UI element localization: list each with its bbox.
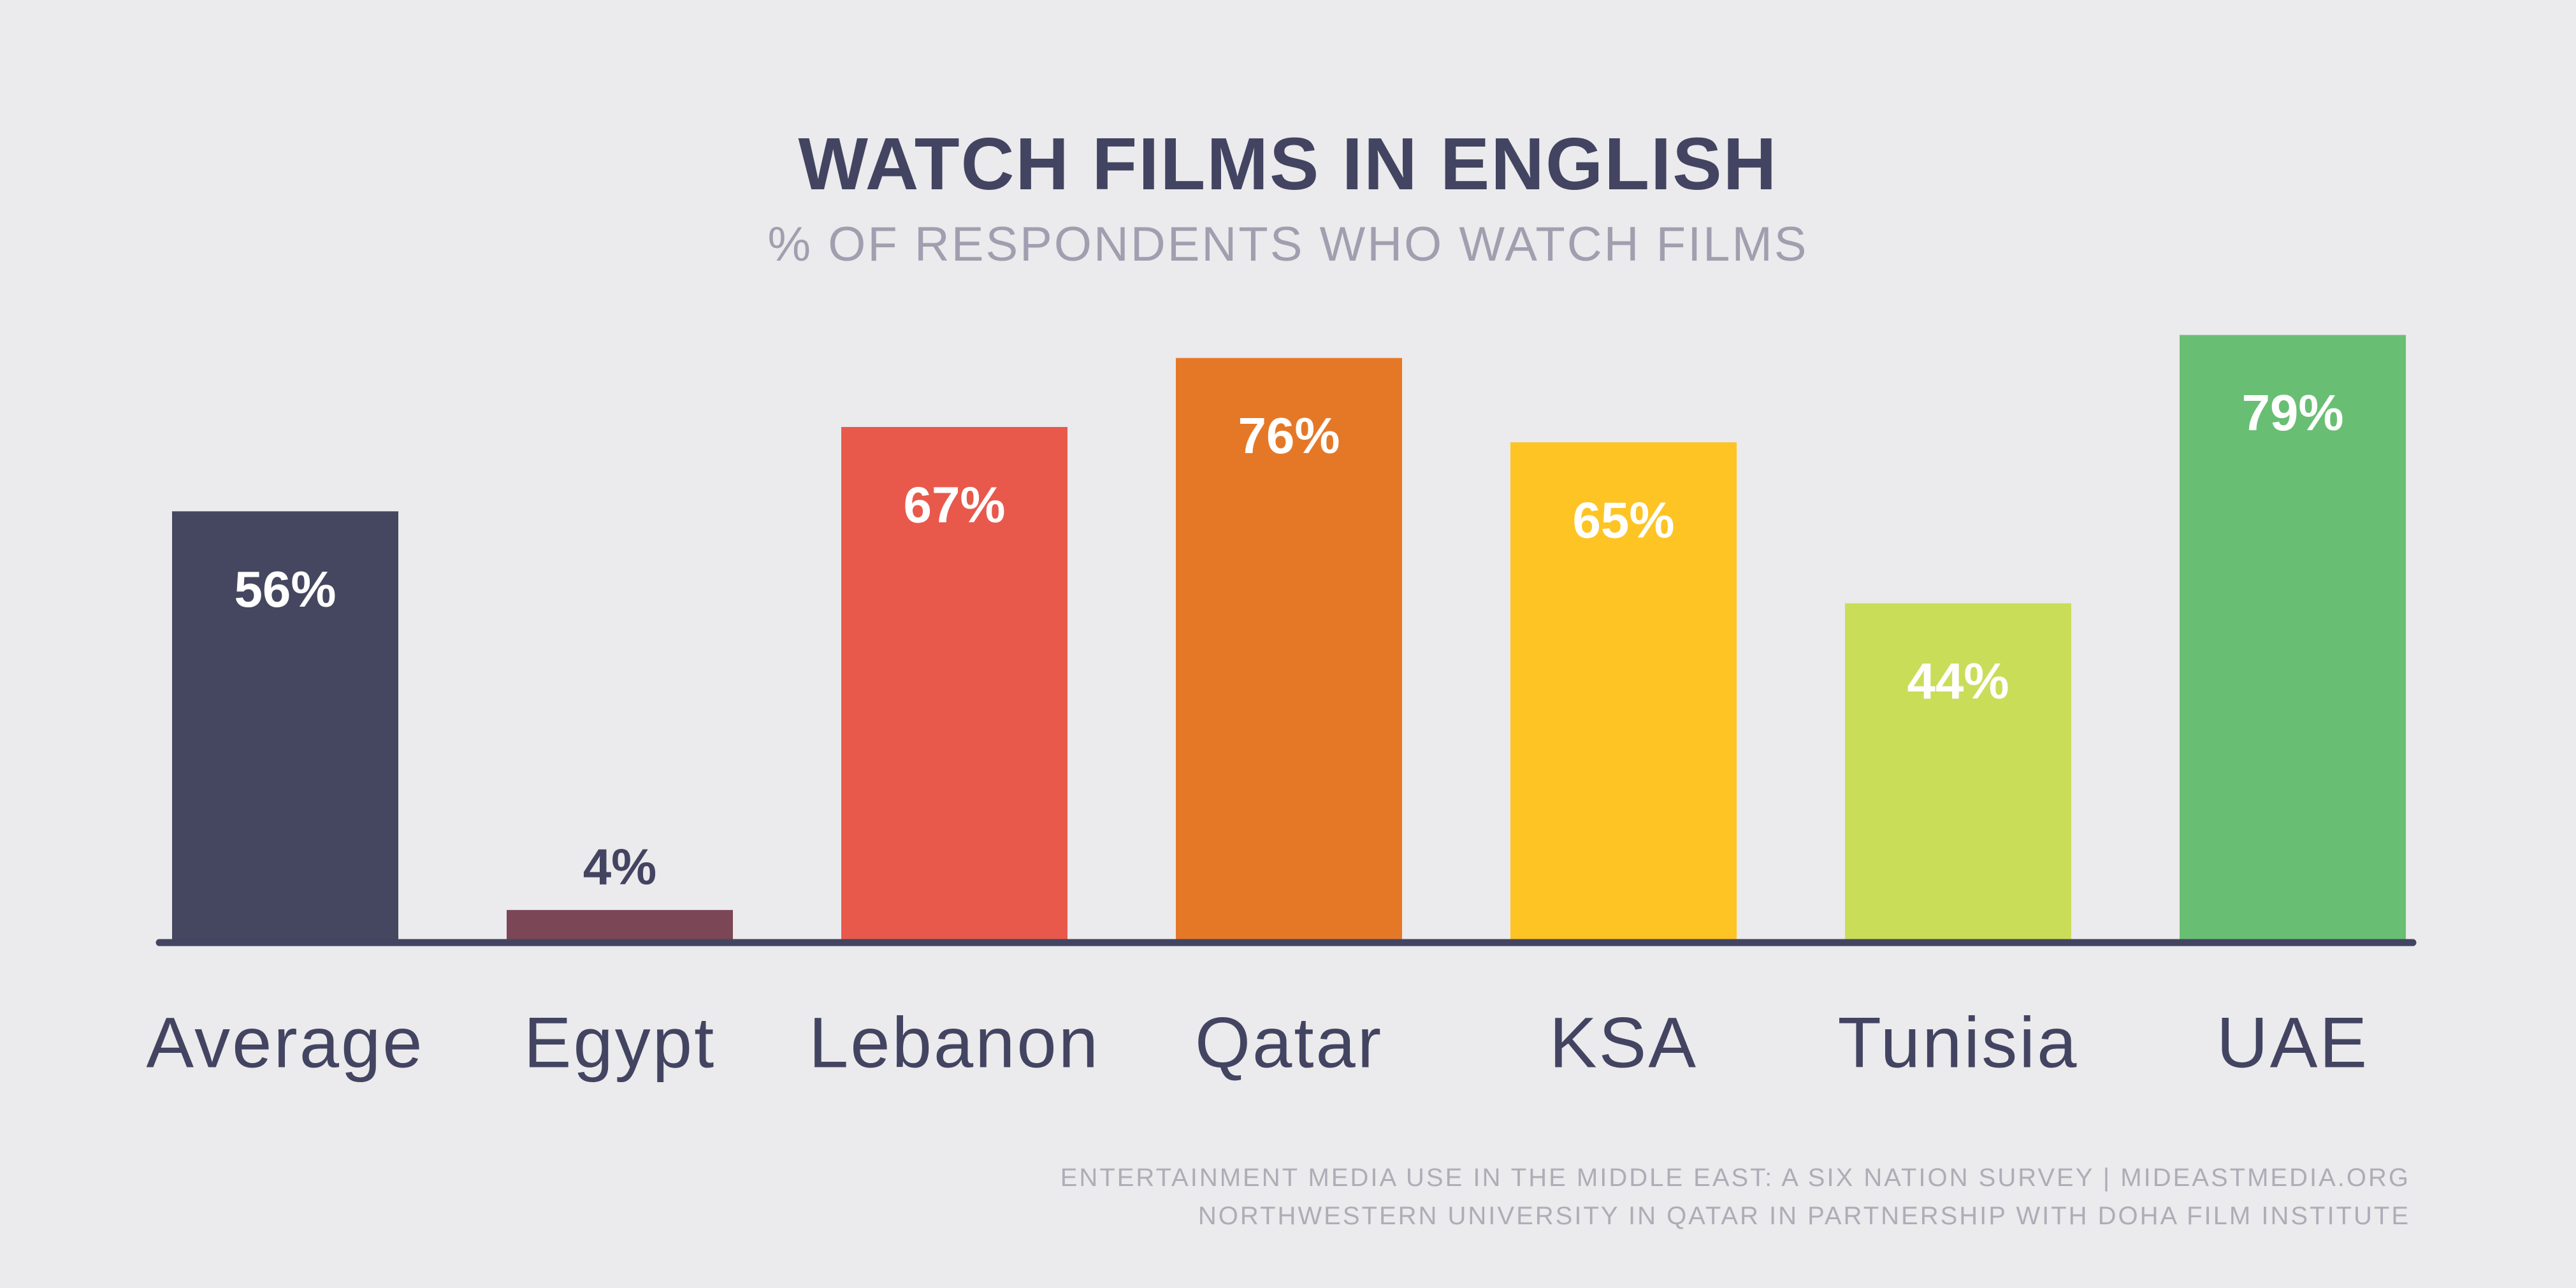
bar-tunisia xyxy=(1845,603,2071,941)
category-label-tunisia: Tunisia xyxy=(1838,1003,2079,1083)
data-label-tunisia: 44% xyxy=(1907,653,2009,709)
bar-egypt xyxy=(507,909,733,941)
chart-title: WATCH FILMS IN ENGLISH xyxy=(798,122,1778,205)
category-label-lebanon: Lebanon xyxy=(809,1003,1100,1083)
bar-uae xyxy=(2180,335,2406,941)
bar-average xyxy=(172,511,398,941)
data-label-average: 56% xyxy=(234,561,336,618)
data-label-ksa: 65% xyxy=(1572,492,1674,549)
bar-qatar xyxy=(1176,358,1402,941)
category-label-average: Average xyxy=(146,1003,424,1083)
category-label-uae: UAE xyxy=(2217,1003,2369,1083)
labels-layer: 56% Average 4% Egypt 67% Lebanon 76% Qatar 65% KS… xyxy=(146,384,2369,1083)
bar-ksa xyxy=(1510,442,1737,941)
data-label-qatar: 76% xyxy=(1238,407,1340,464)
data-label-lebanon: 67% xyxy=(903,476,1005,533)
category-label-qatar: Qatar xyxy=(1195,1003,1383,1083)
category-label-ksa: KSA xyxy=(1549,1003,1698,1083)
bars-layer xyxy=(172,335,2406,941)
footer-source-line: ENTERTAINMENT MEDIA USE IN THE MIDDLE EA… xyxy=(1060,1164,2410,1192)
data-label-uae: 79% xyxy=(2241,384,2343,441)
footer-credit-line: NORTHWESTERN UNIVERSITY IN QATAR IN PART… xyxy=(1198,1202,2410,1230)
data-label-egypt: 4% xyxy=(583,838,657,895)
category-label-egypt: Egypt xyxy=(524,1003,716,1083)
chart-subtitle: % OF RESPONDENTS WHO WATCH FILMS xyxy=(767,217,1809,271)
bar-lebanon xyxy=(841,426,1067,941)
